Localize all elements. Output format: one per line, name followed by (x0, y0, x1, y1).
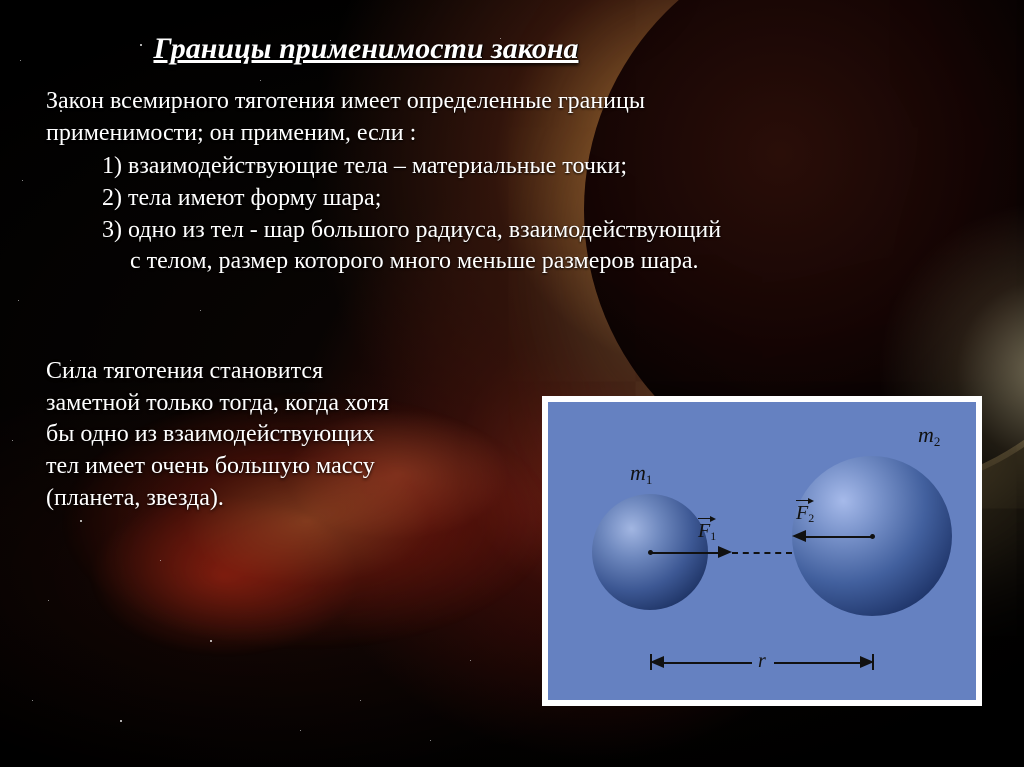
label-m1: m1 (630, 460, 652, 488)
label-m2: m2 (918, 422, 940, 450)
r-line-left (662, 662, 752, 664)
note-line: Сила тяготения становится (46, 356, 546, 388)
label-r: r (758, 650, 766, 673)
intro-line-1: Закон всемирного тяготения имеет определ… (46, 86, 946, 118)
conditions-list: 1) взаимодействующие тела – материальные… (102, 151, 982, 278)
intro-line-2: применимости; он применим, если : (46, 118, 946, 150)
m2-var: m (918, 422, 934, 447)
f1-var: F (698, 520, 710, 542)
vector-arrow-icon (796, 500, 812, 501)
label-f2: F2 (796, 502, 814, 526)
f1-arrow-shaft (652, 552, 720, 554)
list-item: с телом, размер которого много меньше ра… (130, 246, 982, 278)
m1-var: m (630, 460, 646, 485)
r-line-right (774, 662, 862, 664)
f2-sub: 2 (808, 511, 814, 525)
note-line: заметной только тогда, когда хотя (46, 388, 546, 420)
label-f1: F1 (698, 520, 716, 544)
list-item: 2) тела имеют форму шара; (102, 183, 982, 215)
m2-sub: 2 (934, 434, 941, 449)
list-item: 3) одно из тел - шар большого радиуса, в… (102, 215, 982, 247)
diagram-panel: m1 m2 .diagram .arrow-line, .diagram .ar… (542, 396, 982, 706)
f2-arrow-head (792, 530, 806, 542)
vector-arrow-icon (698, 518, 714, 519)
m1-sub: 1 (646, 472, 653, 487)
intro-text: Закон всемирного тяготения имеет определ… (46, 86, 946, 149)
note-line: (планета, звезда). (46, 483, 546, 515)
gravitation-diagram: m1 m2 .diagram .arrow-line, .diagram .ar… (548, 402, 976, 700)
list-item: 1) взаимодействующие тела – материальные… (102, 151, 982, 183)
r-arrow-right (860, 656, 874, 668)
f2-var: F (796, 502, 808, 524)
f1-arrow-head (718, 546, 732, 558)
page-title: Границы применимости закона (86, 32, 646, 66)
note-line: бы одно из взаимодействующих (46, 419, 546, 451)
f1-sub: 1 (710, 529, 716, 543)
diagram-border: m1 m2 .diagram .arrow-line, .diagram .ar… (542, 396, 982, 706)
note-text: Сила тяготения становится заметной тольк… (46, 356, 546, 514)
r-arrow-left (650, 656, 664, 668)
note-line: тел имеет очень большую массу (46, 451, 546, 483)
center-dash-line (732, 552, 792, 554)
f2-arrow-shaft (806, 536, 872, 538)
